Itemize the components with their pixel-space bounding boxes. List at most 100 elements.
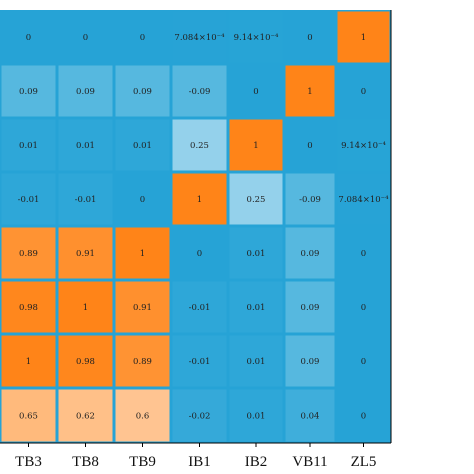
heatmap-cell-label: 0.04 [301,412,320,422]
heatmap-cell-label: -0.09 [299,195,321,205]
heatmap-cell-label: 0.09 [133,87,152,97]
heatmap-cell [115,11,170,63]
heatmap-cell-label: 1 [197,195,202,205]
heatmap-cell-label: 0.01 [133,141,152,151]
heatmap-cell-label: -0.01 [75,195,97,205]
heatmap-cell-label: 0 [307,33,312,43]
heatmap-cell [115,65,170,117]
heatmap-cell-label: 0 [140,33,145,43]
x-tick-label: TB8 [72,454,99,470]
heatmap-cell [58,389,113,442]
heatmap-cell [229,281,283,333]
heatmap-cell-label: 1 [361,33,366,43]
heatmap-cell [1,281,56,333]
heatmap-cell [115,119,170,171]
heatmap-cell [285,119,335,171]
heatmap-cell-label: 1 [26,357,31,367]
heatmap-cell-label: 0.09 [19,87,38,97]
heatmap-cell [1,11,56,63]
heatmap-cell [172,119,227,171]
heatmap-cell [337,11,390,63]
heatmap-cell-label: 9.14×10⁻⁴ [341,141,386,151]
heatmap-cell [285,11,335,63]
heatmap-cell [337,227,390,279]
heatmap-cell-label: 0.01 [247,357,266,367]
heatmap-cell [58,227,113,279]
heatmap-cell-label: 0.09 [301,249,320,259]
heatmap-cell [337,389,390,442]
heatmap-cells: 0 0 0 7.084×10⁻⁴ 9.14×10⁻⁴ 0 1 0.09 0.09 0.09 -0.0… [0,10,391,443]
x-tick-label: TB3 [15,454,42,470]
heatmap-cell [229,389,283,442]
heatmap-cell-label: 0 [197,249,202,259]
heatmap-cell-label: -0.01 [189,357,211,367]
heatmap-cell [58,173,113,225]
heatmap-cell [58,119,113,171]
heatmap-cell [285,173,335,225]
x-tick-label: TB9 [129,454,156,470]
heatmap-cell [172,335,227,387]
heatmap-cell-label: 0.98 [19,303,38,313]
heatmap-cell-label: 0.01 [247,412,266,422]
heatmap-cell [58,281,113,333]
heatmap-cell-label: 0 [26,33,31,43]
heatmap-cell-label: 1 [307,87,312,97]
heatmap-cell-label: 0.25 [247,195,266,205]
heatmap-cell [58,11,113,63]
heatmap-cell-label: 0 [361,249,366,259]
x-tick-label: VB11 [292,454,327,470]
heatmap-cell-label: 0.09 [76,87,95,97]
heatmap-cell [115,389,170,442]
heatmap-cell-label: 0 [361,303,366,313]
heatmap-cell [337,119,390,171]
heatmap-cell-label: -0.02 [189,412,211,422]
heatmap-cell [172,227,227,279]
heatmap-cell-label: 7.084×10⁻⁴ [338,195,389,205]
heatmap-cell-label: 0.01 [247,249,266,259]
heatmap-cell [1,227,56,279]
heatmap-cell-label: 0 [307,141,312,151]
heatmap-cell [229,11,283,63]
heatmap-cell [229,335,283,387]
heatmap-cell-label: 0 [361,87,366,97]
x-axis-ticks: TB3 TB8 TB9 IB1 IB2 VB11 ZL5 [0,10,392,470]
heatmap-cell-label: 1 [253,141,258,151]
heatmap-cell-label: 0.01 [76,141,95,151]
heatmap-cell [58,65,113,117]
heatmap-cell [115,281,170,333]
heatmap-cell-label: 0.91 [76,249,95,259]
heatmap-cell-label: 0.01 [247,303,266,313]
heatmap-cell-label: 9.14×10⁻⁴ [234,33,279,43]
heatmap-cell-label: 0.98 [76,357,95,367]
heatmap-cell-label: -0.01 [18,195,40,205]
x-tick-label: IB1 [188,454,211,470]
heatmap-cell-label: 0.65 [19,412,38,422]
x-tick-label: IB2 [245,454,268,470]
heatmap-cell-label: -0.09 [189,87,211,97]
heatmap-cell [1,119,56,171]
heatmap-cell-label: 0 [361,357,366,367]
heatmap-cell [115,335,170,387]
heatmap-cell-label: 0.09 [301,303,320,313]
heatmap-cell-label: 0 [140,195,145,205]
heatmap-cell [285,227,335,279]
heatmap-cell-label: 0.91 [133,303,152,313]
heatmap-cell [229,65,283,117]
heatmap-cell [229,173,283,225]
heatmap-cell [337,281,390,333]
heatmap-cell [337,173,390,225]
heatmap-cell [115,227,170,279]
heatmap-cell [172,65,227,117]
heatmap-cell-label: 0.25 [190,141,209,151]
heatmap-cell [172,173,227,225]
heatmap-cell [229,119,283,171]
heatmap-cell [285,389,335,442]
heatmap-cell-label: 0.6 [136,412,150,422]
heatmap-cell-label: 0.89 [133,357,152,367]
heatmap-cell [229,227,283,279]
heatmap-cell-label: 0 [83,33,88,43]
heatmap-cell-label: 0.89 [19,249,38,259]
heatmap-cell-label: 1 [140,249,145,259]
heatmap-cell [1,389,56,442]
heatmap-cell-label: 7.084×10⁻⁴ [174,33,225,43]
